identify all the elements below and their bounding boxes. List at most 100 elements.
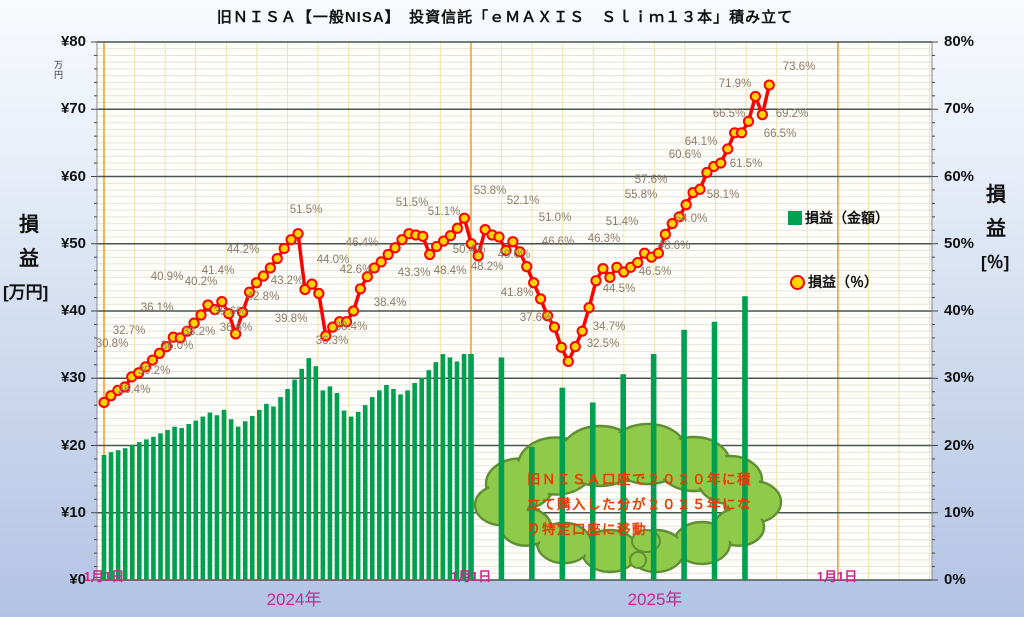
- line-marker: [209, 304, 221, 316]
- line-marker: [347, 305, 360, 317]
- callout-cloud-fill: [728, 484, 778, 520]
- pct-label: 50.4%: [452, 244, 486, 256]
- pct-label: 69.2%: [775, 108, 809, 120]
- line-marker: [313, 287, 325, 300]
- line-marker: [216, 295, 228, 308]
- legend-percent-label: 損益（％）: [808, 274, 878, 290]
- line-marker: [521, 261, 533, 273]
- pct-label: 43.2%: [270, 275, 304, 287]
- line-marker: [133, 367, 145, 379]
- pct-label: 30.8%: [95, 338, 129, 350]
- right-axis-title-char2: 益: [986, 218, 1006, 240]
- pct-label: 41.8%: [500, 287, 534, 299]
- line-marker: [680, 199, 692, 211]
- bar: [620, 374, 626, 580]
- bar: [341, 410, 347, 580]
- pct-label: 54.0%: [674, 213, 708, 225]
- y-axis-label-left: ¥60: [60, 167, 86, 185]
- y-axis-label-right: 10%: [944, 503, 975, 521]
- line-marker: [555, 341, 567, 353]
- bar: [362, 405, 368, 580]
- pct-label: 71.9%: [718, 78, 752, 90]
- legend-amount-label: 損益（金額）: [805, 210, 889, 226]
- pct-label: 46.5%: [638, 266, 672, 278]
- callout-cloud-tail: [629, 551, 647, 569]
- bar: [306, 358, 312, 580]
- y-axis-label-left: ¥70: [60, 100, 86, 118]
- bar: [165, 430, 170, 580]
- pct-label: 44.0%: [316, 254, 350, 266]
- line-marker: [756, 109, 768, 121]
- bar: [711, 321, 718, 580]
- bar: [228, 419, 234, 580]
- x-axis-year-label: 2025年: [627, 590, 683, 609]
- pct-label: 52.1%: [506, 195, 540, 207]
- bar: [559, 387, 566, 580]
- pct-label: 43.3%: [397, 267, 431, 279]
- bar: [249, 415, 255, 580]
- line-marker: [500, 244, 512, 257]
- chart-title: 旧ＮＩＳＡ【一般NISA】 投資信託「ｅＭＡＸＩＳ Ｓｌｉｍ１３本」積み立て: [216, 9, 794, 26]
- line-marker: [382, 248, 394, 261]
- line-marker: [541, 310, 554, 322]
- pct-label: 73.6%: [782, 61, 816, 73]
- y-axis-label-left: ¥10: [60, 503, 86, 521]
- bar: [391, 389, 396, 580]
- x-axis-label-jan1: 1月1日: [816, 569, 858, 584]
- bar: [285, 389, 290, 580]
- line-marker: [181, 325, 193, 337]
- pct-label: 38.4%: [334, 321, 368, 333]
- pct-label: 51.5%: [395, 197, 429, 209]
- bar: [108, 452, 114, 580]
- line-marker: [368, 262, 380, 274]
- line-marker: [306, 278, 318, 290]
- bar: [214, 415, 220, 580]
- callout-line-3: り特定口座に移動: [527, 522, 647, 537]
- pct-label: 39.6%: [213, 306, 247, 318]
- pct-label: 34.7%: [592, 321, 626, 333]
- line-marker: [659, 228, 671, 240]
- pct-label: 36.6%: [219, 322, 253, 334]
- bar: [327, 386, 333, 580]
- pct-label: 51.5%: [289, 204, 323, 216]
- line-marker: [562, 355, 574, 368]
- pct-label: 37.6%: [519, 312, 553, 324]
- bar: [742, 296, 748, 580]
- line-marker: [465, 238, 477, 250]
- line-marker: [493, 231, 505, 243]
- line-marker: [278, 242, 290, 255]
- pct-label: 48.2%: [470, 261, 504, 273]
- x-axis-label-jan1: 1月1日: [450, 569, 492, 584]
- line-marker: [264, 262, 276, 274]
- pct-label: 46.3%: [587, 233, 621, 245]
- legend-amount: 損益（金額）: [788, 208, 889, 228]
- y-axis-label-right: 70%: [944, 100, 975, 118]
- bar: [193, 420, 199, 580]
- left-axis-title-unit: [万円]: [3, 283, 49, 302]
- line-marker: [666, 217, 678, 230]
- pct-label: 36.1%: [140, 302, 174, 314]
- line-marker: [632, 256, 644, 269]
- y-axis-label-right: 30%: [944, 369, 975, 387]
- pct-label: 42.8%: [246, 291, 280, 303]
- bar: [498, 357, 505, 580]
- pct-label: 40.9%: [150, 271, 184, 283]
- bar: [221, 409, 227, 580]
- line-marker: [146, 354, 159, 366]
- line-marker: [160, 341, 172, 353]
- line-marker: [590, 275, 602, 287]
- bar: [681, 329, 687, 580]
- bar: [271, 406, 276, 580]
- pct-label: 64.1%: [684, 136, 718, 148]
- legend-percent: 損益（％）: [790, 272, 878, 292]
- bar: [200, 416, 206, 580]
- bar: [137, 442, 142, 580]
- pct-label: 48.4%: [433, 265, 467, 277]
- pct-label: 48.6%: [657, 240, 691, 252]
- bar: [433, 362, 439, 580]
- line-marker: [98, 396, 110, 409]
- line-marker: [285, 234, 297, 246]
- y-axis-label-right: 50%: [944, 234, 975, 252]
- pct-label: 66.5%: [763, 128, 797, 140]
